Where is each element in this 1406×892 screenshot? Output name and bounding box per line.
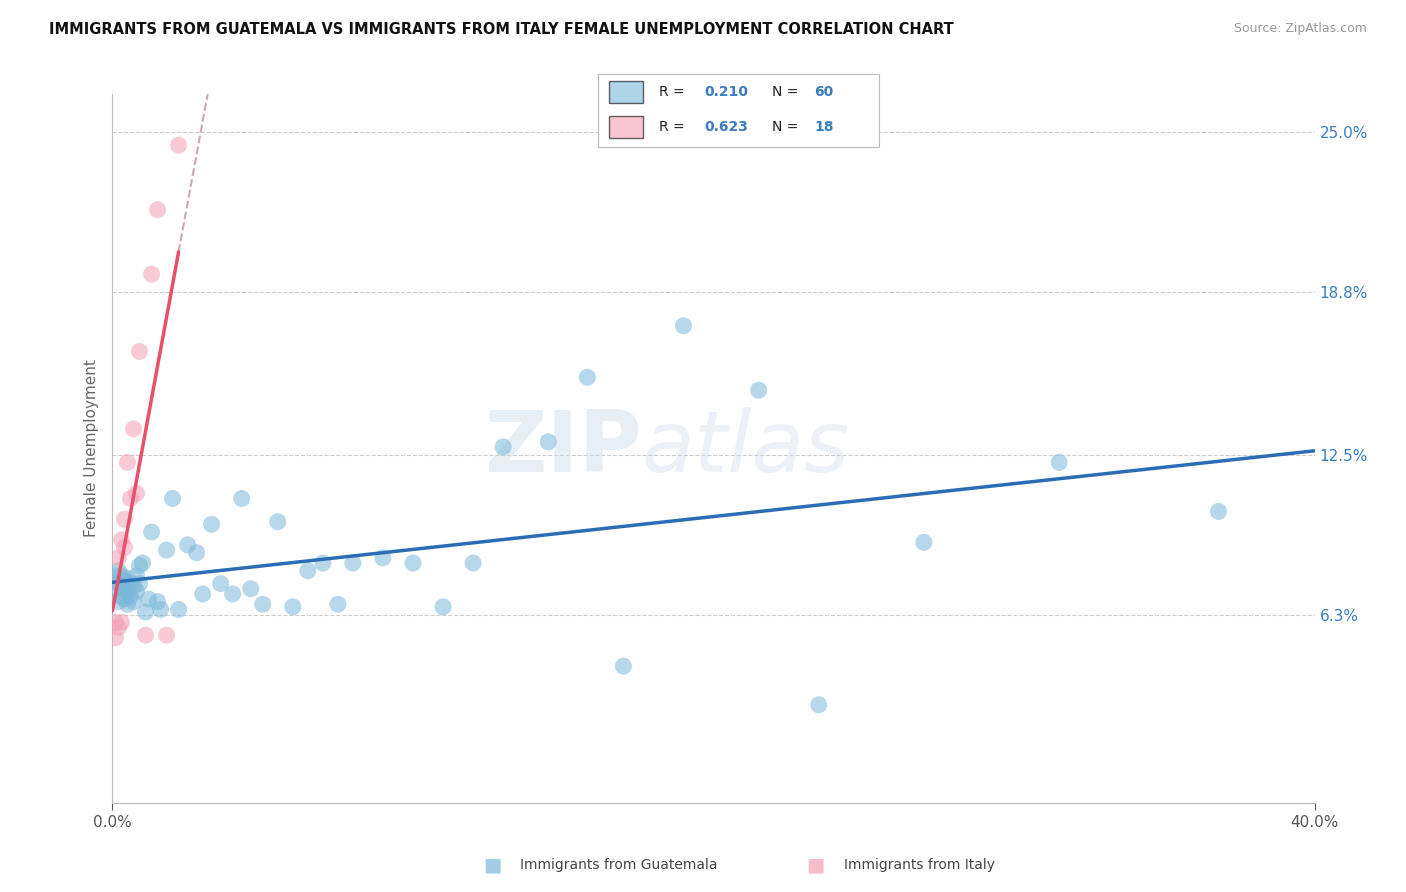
Point [122, 595, 145, 609]
Point [131, 556, 153, 570]
Text: atlas: atlas [641, 407, 849, 490]
Point [281, 599, 304, 614]
Point [312, 556, 335, 570]
Point [537, 434, 560, 449]
Text: 0.210: 0.210 [704, 86, 748, 99]
Point [120, 590, 142, 604]
Point [146, 202, 169, 217]
Text: ■: ■ [482, 855, 502, 875]
Point [114, 592, 136, 607]
Text: 0.623: 0.623 [704, 120, 748, 135]
Text: Immigrants from Guatemala: Immigrants from Guatemala [520, 858, 717, 872]
Point [104, 631, 127, 645]
Point [122, 422, 145, 436]
Text: IMMIGRANTS FROM GUATEMALA VS IMMIGRANTS FROM ITALY FEMALE UNEMPLOYMENT CORRELATI: IMMIGRANTS FROM GUATEMALA VS IMMIGRANTS … [49, 22, 953, 37]
Point [155, 543, 177, 558]
Point [402, 556, 425, 570]
Point [461, 556, 484, 570]
Point [107, 576, 129, 591]
Point [1208, 504, 1230, 518]
Point [252, 597, 274, 611]
Point [201, 517, 224, 532]
Point [146, 595, 169, 609]
Point [155, 628, 177, 642]
Point [107, 564, 129, 578]
Point [239, 582, 262, 596]
Text: Immigrants from Italy: Immigrants from Italy [844, 858, 994, 872]
Point [162, 491, 184, 506]
Point [107, 595, 129, 609]
Point [432, 599, 454, 614]
Point [128, 558, 150, 573]
Point [141, 267, 163, 281]
Point [141, 524, 163, 539]
Point [326, 597, 349, 611]
Point [492, 440, 515, 454]
Point [371, 550, 394, 565]
Text: Source: ZipAtlas.com: Source: ZipAtlas.com [1233, 22, 1367, 36]
Point [191, 587, 214, 601]
Point [114, 582, 136, 596]
Point [107, 550, 129, 565]
Point [104, 569, 127, 583]
Point [267, 515, 290, 529]
Point [612, 659, 634, 673]
Point [120, 491, 142, 506]
Text: R =: R = [659, 120, 689, 135]
Text: 18: 18 [814, 120, 834, 135]
Text: 60: 60 [814, 86, 834, 99]
Point [128, 344, 150, 359]
Point [120, 576, 142, 591]
Point [110, 533, 132, 547]
Point [117, 455, 139, 469]
Point [231, 491, 253, 506]
Point [114, 541, 136, 555]
Y-axis label: Female Unemployment: Female Unemployment [83, 359, 98, 537]
Point [748, 383, 770, 397]
Point [138, 592, 160, 607]
Point [117, 584, 139, 599]
Point [912, 535, 935, 549]
Point [342, 556, 364, 570]
Text: ■: ■ [806, 855, 825, 875]
FancyBboxPatch shape [609, 81, 643, 103]
Point [149, 602, 172, 616]
Point [110, 615, 132, 630]
Point [167, 138, 190, 153]
Point [128, 576, 150, 591]
Point [135, 605, 157, 619]
Point [110, 569, 132, 583]
Point [110, 590, 132, 604]
Point [297, 564, 319, 578]
Point [135, 628, 157, 642]
Point [122, 579, 145, 593]
Point [672, 318, 695, 333]
Text: ZIP: ZIP [484, 407, 641, 490]
Point [576, 370, 599, 384]
Point [117, 597, 139, 611]
Point [125, 569, 148, 583]
Point [209, 576, 232, 591]
Point [125, 486, 148, 500]
Point [186, 546, 208, 560]
FancyBboxPatch shape [609, 117, 643, 138]
Point [222, 587, 245, 601]
Point [114, 574, 136, 588]
Text: N =: N = [772, 120, 803, 135]
Point [117, 571, 139, 585]
Point [107, 620, 129, 634]
Point [110, 579, 132, 593]
Point [1047, 455, 1070, 469]
Point [807, 698, 830, 712]
Point [114, 512, 136, 526]
Point [104, 615, 127, 630]
Text: N =: N = [772, 86, 803, 99]
Point [167, 602, 190, 616]
Point [104, 582, 127, 596]
Point [176, 538, 198, 552]
Text: R =: R = [659, 86, 689, 99]
Point [125, 584, 148, 599]
